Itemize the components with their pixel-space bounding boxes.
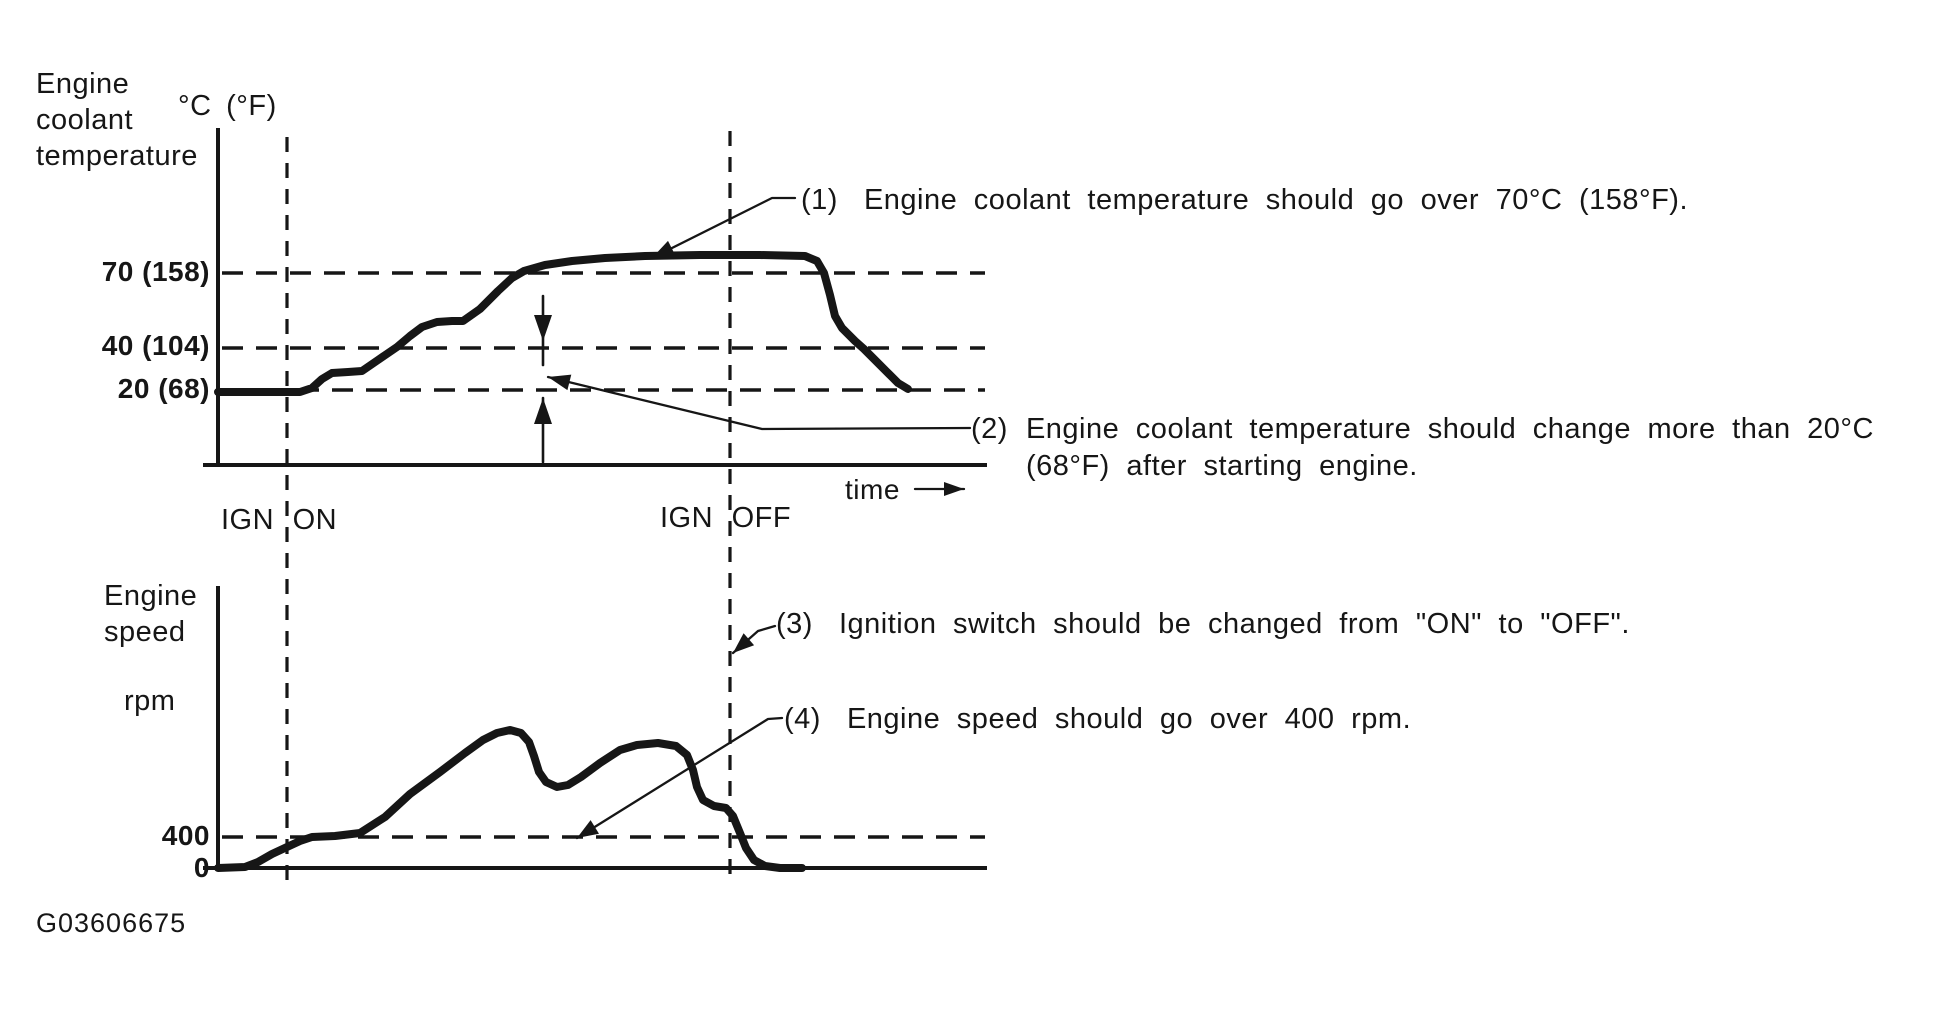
delta-arrow-lower-arrowhead-icon xyxy=(534,398,552,424)
annotation-3: (3) Ignition switch should be changed fr… xyxy=(776,606,1630,643)
leader-2 xyxy=(546,375,972,431)
annotation-4-number: (4) xyxy=(784,703,821,735)
tick-400: 400 xyxy=(161,820,210,851)
speed-chart-title: Engine speed xyxy=(104,580,198,648)
time-arrow-arrowhead-icon xyxy=(944,482,964,496)
figure-id: G03606675 xyxy=(36,908,187,938)
annotation-4: (4) Engine speed should go over 400 rpm. xyxy=(784,701,1411,738)
engine-coolant-temperature-curve xyxy=(214,251,912,396)
annotation-3-number: (3) xyxy=(776,608,813,640)
ign-on-label: IGN ON xyxy=(221,504,338,536)
annotation-4-text: Engine speed should go over 400 rpm. xyxy=(846,703,1412,735)
annotation-2-number: (2) xyxy=(971,413,1008,445)
coolant-chart-title: Engine coolant temperature xyxy=(36,68,198,172)
tick-0: 0 xyxy=(193,852,210,883)
tick-70-158: 70 (158) xyxy=(101,256,210,287)
leader-1 xyxy=(650,196,797,260)
leader-4-arrowhead-icon xyxy=(577,820,599,838)
annotation-2: (2) Engine coolant temperature should ch… xyxy=(971,411,1874,485)
tick-40-104: 40 (104) xyxy=(101,330,210,361)
leader-2-arrowhead-icon xyxy=(548,374,572,391)
engine-speed-curve xyxy=(214,726,806,872)
tick-20-68: 20 (68) xyxy=(117,373,210,404)
leader-4 xyxy=(575,716,784,840)
time-axis-label: time xyxy=(845,474,900,505)
leader-3-arrowhead-icon xyxy=(733,633,755,653)
ign-off-label: IGN OFF xyxy=(660,502,792,534)
coolant-unit-label: °C (°F) xyxy=(178,90,277,122)
engine-coolant-temperature-axes xyxy=(203,128,987,467)
annotation-1-text: Engine coolant temperature should go ove… xyxy=(863,184,1689,216)
delta-arrow-upper-arrowhead-icon xyxy=(534,315,552,341)
annotation-1: (1) Engine coolant temperature should go… xyxy=(801,182,1688,219)
speed-unit-label: rpm xyxy=(124,685,176,717)
annotation-3-text: Ignition switch should be changed from "… xyxy=(838,608,1630,640)
annotation-1-number: (1) xyxy=(801,184,838,216)
annotation-2-text: Engine coolant temperature should change… xyxy=(1025,413,1874,482)
leader-1-arrowhead-icon xyxy=(652,240,676,258)
engine-speed-axes xyxy=(203,586,987,870)
